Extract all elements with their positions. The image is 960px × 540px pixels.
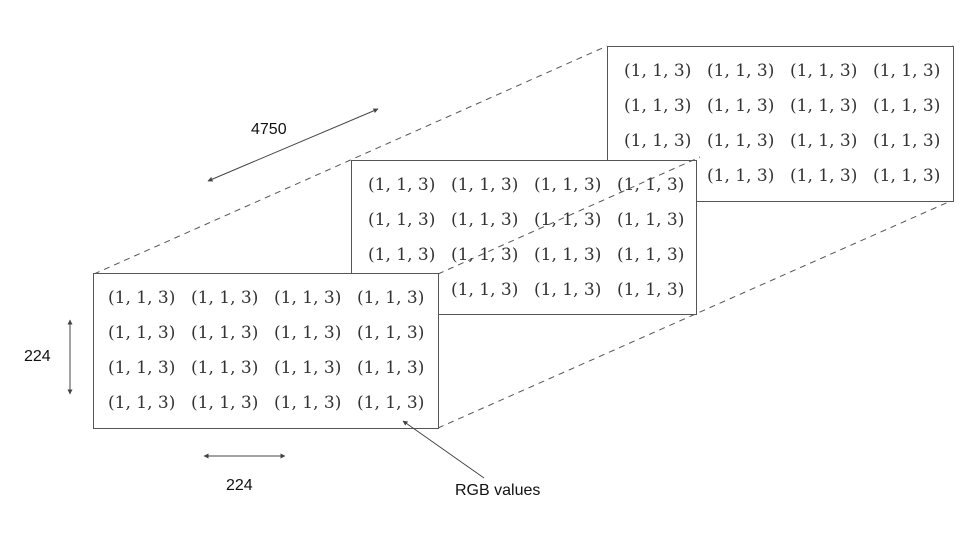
cell: (1, 1, 3) <box>617 280 685 300</box>
cell: (1, 1, 3) <box>617 175 685 195</box>
cell: (1, 1, 3) <box>191 288 259 308</box>
cell: (1, 1, 3) <box>191 323 259 343</box>
cell: (1, 1, 3) <box>108 393 176 413</box>
matrix-frame-front: (1, 1, 3) (1, 1, 3) (1, 1, 3) (1, 1, 3) … <box>93 273 439 429</box>
cell: (1, 1, 3) <box>790 166 858 186</box>
cell: (1, 1, 3) <box>534 280 602 300</box>
perspective-line-bottom-right <box>437 199 954 429</box>
cell: (1, 1, 3) <box>534 175 602 195</box>
cell: (1, 1, 3) <box>707 166 775 186</box>
depth-label: 4750 <box>251 121 287 138</box>
cell: (1, 1, 3) <box>274 288 342 308</box>
cell: (1, 1, 3) <box>274 393 342 413</box>
cell: (1, 1, 3) <box>707 61 775 81</box>
cell: (1, 1, 3) <box>790 131 858 151</box>
rgb-values-label: RGB values <box>455 482 541 499</box>
cell: (1, 1, 3) <box>617 210 685 230</box>
cell: (1, 1, 3) <box>274 323 342 343</box>
cell: (1, 1, 3) <box>274 358 342 378</box>
cell: (1, 1, 3) <box>873 166 941 186</box>
cell: (1, 1, 3) <box>873 61 941 81</box>
cell: (1, 1, 3) <box>707 96 775 116</box>
cell: (1, 1, 3) <box>368 210 436 230</box>
cell: (1, 1, 3) <box>368 175 436 195</box>
cell: (1, 1, 3) <box>108 288 176 308</box>
cell: (1, 1, 3) <box>790 61 858 81</box>
height-label: 224 <box>24 348 51 365</box>
cell: (1, 1, 3) <box>873 131 941 151</box>
cell: (1, 1, 3) <box>357 323 425 343</box>
cell: (1, 1, 3) <box>624 131 692 151</box>
cell: (1, 1, 3) <box>790 96 858 116</box>
cell: (1, 1, 3) <box>357 358 425 378</box>
depth-arrow <box>207 108 379 182</box>
cell: (1, 1, 3) <box>357 393 425 413</box>
cell: (1, 1, 3) <box>617 245 685 265</box>
width-label: 224 <box>226 477 253 494</box>
cell: (1, 1, 3) <box>368 245 436 265</box>
cell: (1, 1, 3) <box>873 96 941 116</box>
cell: (1, 1, 3) <box>191 358 259 378</box>
cell: (1, 1, 3) <box>451 175 519 195</box>
cell: (1, 1, 3) <box>191 393 259 413</box>
matrix-grid-middle: (1, 1, 3) (1, 1, 3) (1, 1, 3) (1, 1, 3) … <box>368 168 700 308</box>
cell: (1, 1, 3) <box>624 96 692 116</box>
rgb-pointer-arrow <box>402 420 485 479</box>
cell: (1, 1, 3) <box>451 210 519 230</box>
cell: (1, 1, 3) <box>534 245 602 265</box>
cell: (1, 1, 3) <box>108 358 176 378</box>
matrix-grid-front: (1, 1, 3) (1, 1, 3) (1, 1, 3) (1, 1, 3) … <box>108 281 440 421</box>
cell: (1, 1, 3) <box>108 323 176 343</box>
perspective-line-bottom-left <box>437 156 701 275</box>
cell: (1, 1, 3) <box>357 288 425 308</box>
matrix-grid-back: (1, 1, 3) (1, 1, 3) (1, 1, 3) (1, 1, 3) … <box>624 54 956 194</box>
cell: (1, 1, 3) <box>624 61 692 81</box>
cell: (1, 1, 3) <box>534 210 602 230</box>
cell: (1, 1, 3) <box>451 245 519 265</box>
cell: (1, 1, 3) <box>451 280 519 300</box>
cell: (1, 1, 3) <box>707 131 775 151</box>
